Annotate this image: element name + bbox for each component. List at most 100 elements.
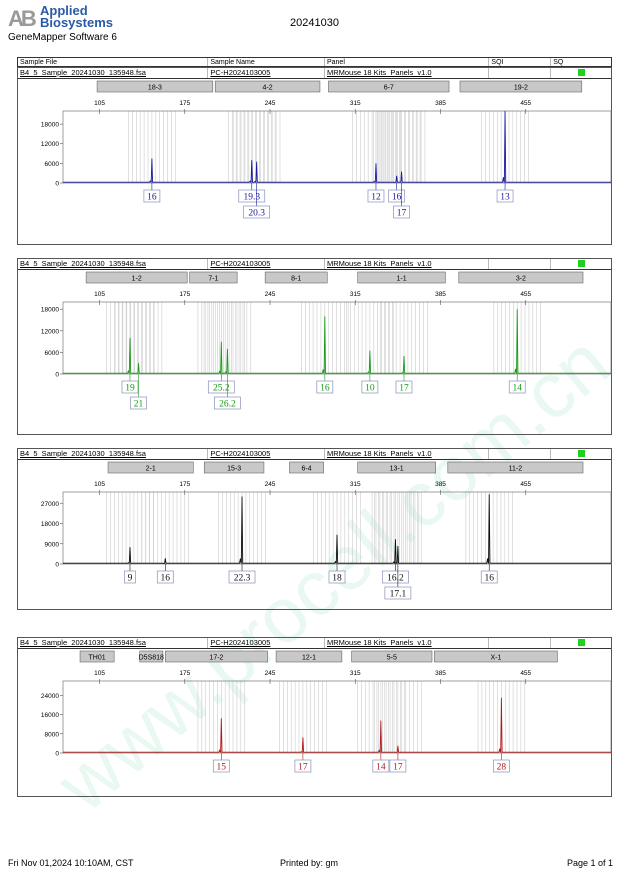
marker-bin[interactable] bbox=[85, 271, 188, 284]
marker-bin[interactable] bbox=[203, 461, 265, 474]
allele-box[interactable] bbox=[367, 189, 385, 203]
allele-box[interactable] bbox=[328, 570, 346, 584]
allele-box[interactable] bbox=[130, 396, 147, 410]
marker-bin[interactable] bbox=[328, 80, 450, 93]
sample-file: B4_5_Sample_20241030_135948.fsa bbox=[18, 638, 209, 648]
allele-box[interactable] bbox=[143, 189, 161, 203]
column-header: Sample File Sample Name Panel SQI SQ bbox=[17, 57, 612, 67]
marker-label: 13-1 bbox=[390, 466, 404, 473]
marker-label: 4-2 bbox=[263, 85, 273, 92]
marker-bin[interactable] bbox=[107, 461, 194, 474]
allele-box[interactable] bbox=[372, 759, 390, 773]
sq-cell bbox=[551, 449, 611, 459]
allele-box[interactable] bbox=[228, 570, 256, 584]
marker-label: X-1 bbox=[490, 655, 501, 662]
marker-bin[interactable] bbox=[458, 271, 584, 284]
marker-label: 1-2 bbox=[132, 276, 142, 283]
marker-label: 17-2 bbox=[209, 655, 223, 662]
y-tick-label: 0 bbox=[55, 372, 59, 379]
marker-label: 2-1 bbox=[146, 466, 156, 473]
marker-bin[interactable] bbox=[264, 271, 328, 284]
sample-row[interactable]: B4_5_Sample_20241030_135948.fsa PC-H2024… bbox=[18, 259, 611, 270]
sample-name: PC-H2024103005 bbox=[208, 638, 325, 648]
footer-printed: Printed by: gm bbox=[280, 858, 339, 868]
allele-box[interactable] bbox=[382, 570, 409, 584]
marker-bin[interactable] bbox=[434, 650, 558, 663]
y-tick-label: 6000 bbox=[45, 161, 60, 168]
allele-label: 26.2 bbox=[219, 400, 236, 410]
y-tick-label: 12000 bbox=[41, 328, 59, 335]
allele-box[interactable] bbox=[121, 380, 139, 394]
col-sample-file: Sample File bbox=[18, 58, 209, 66]
allele-box[interactable] bbox=[389, 759, 407, 773]
sample-row[interactable]: B4_5_Sample_20241030_135948.fsa PC-H2024… bbox=[18, 449, 611, 460]
allele-label: 16 bbox=[392, 193, 402, 203]
allele-label: 20.3 bbox=[248, 209, 265, 219]
marker-label: D5S818 bbox=[139, 655, 164, 662]
trace bbox=[63, 110, 611, 183]
plot-frame bbox=[62, 301, 612, 375]
allele-box[interactable] bbox=[361, 380, 379, 394]
col-sq: SQ bbox=[553, 59, 564, 66]
allele-box[interactable] bbox=[388, 189, 406, 203]
y-tick-label: 0 bbox=[55, 562, 59, 569]
allele-box[interactable] bbox=[393, 205, 410, 219]
sample-file: B4_5_Sample_20241030_135948.fsa bbox=[18, 259, 209, 269]
col-panel: Panel bbox=[325, 58, 490, 66]
allele-label: 18 bbox=[332, 574, 342, 584]
allele-box[interactable] bbox=[214, 396, 241, 410]
marker-bin[interactable] bbox=[357, 271, 446, 284]
marker-label: 6-4 bbox=[301, 466, 311, 473]
panel-name: MRMouse 18 Kits_Panels_v1.0 bbox=[325, 259, 490, 269]
marker-bin[interactable] bbox=[351, 650, 433, 663]
allele-label: 14 bbox=[512, 384, 522, 394]
allele-label: 28 bbox=[497, 763, 507, 773]
marker-label: TH01 bbox=[89, 655, 106, 662]
marker-bin[interactable] bbox=[459, 80, 583, 93]
marker-bin[interactable] bbox=[447, 461, 584, 474]
allele-box[interactable] bbox=[496, 189, 514, 203]
allele-label: 14 bbox=[376, 763, 386, 773]
marker-bin[interactable] bbox=[96, 80, 214, 93]
allele-label: 16.2 bbox=[387, 574, 404, 584]
marker-bin[interactable] bbox=[214, 80, 321, 93]
x-tick-label: 315 bbox=[350, 291, 361, 298]
marker-bin[interactable] bbox=[79, 650, 115, 663]
y-tick-label: 27000 bbox=[41, 501, 59, 508]
allele-box[interactable] bbox=[395, 380, 413, 394]
allele-label: 16 bbox=[147, 193, 157, 203]
sample-row[interactable]: B4_5_Sample_20241030_135948.fsa PC-H2024… bbox=[18, 68, 611, 79]
allele-label: 13 bbox=[500, 193, 510, 203]
x-tick-label: 245 bbox=[265, 670, 276, 677]
allele-box[interactable] bbox=[243, 205, 270, 219]
allele-label: 21 bbox=[134, 400, 144, 410]
marker-bin[interactable] bbox=[289, 461, 324, 474]
y-tick-label: 0 bbox=[55, 181, 59, 188]
allele-box[interactable] bbox=[238, 189, 266, 203]
allele-box[interactable] bbox=[294, 759, 312, 773]
allele-box[interactable] bbox=[207, 380, 235, 394]
sample-row[interactable]: B4_5_Sample_20241030_135948.fsa PC-H2024… bbox=[18, 638, 611, 649]
marker-label: 8-1 bbox=[291, 276, 301, 283]
marker-bin[interactable] bbox=[275, 650, 343, 663]
y-tick-label: 6000 bbox=[45, 350, 60, 357]
allele-box[interactable] bbox=[480, 570, 498, 584]
marker-label: 1-1 bbox=[396, 276, 406, 283]
electropherogram-panel-2: B4_5_Sample_20241030_135948.fsa PC-H2024… bbox=[17, 258, 612, 435]
panel-name: MRMouse 18 Kits_Panels_v1.0 bbox=[325, 68, 490, 78]
marker-bin[interactable] bbox=[139, 650, 164, 663]
allele-box[interactable] bbox=[124, 570, 136, 584]
allele-box[interactable] bbox=[508, 380, 526, 394]
marker-bin[interactable] bbox=[357, 461, 436, 474]
marker-bin[interactable] bbox=[164, 650, 268, 663]
y-tick-label: 12000 bbox=[41, 141, 59, 148]
allele-box[interactable] bbox=[316, 380, 334, 394]
allele-box[interactable] bbox=[384, 586, 412, 600]
allele-box[interactable] bbox=[156, 570, 174, 584]
allele-box[interactable] bbox=[212, 759, 230, 773]
electropherogram-panel-1: B4_5_Sample_20241030_135948.fsa PC-H2024… bbox=[17, 67, 612, 245]
marker-bin[interactable] bbox=[189, 271, 238, 284]
allele-label: 16 bbox=[320, 384, 330, 394]
allele-box[interactable] bbox=[493, 759, 510, 773]
x-tick-label: 455 bbox=[520, 291, 531, 298]
